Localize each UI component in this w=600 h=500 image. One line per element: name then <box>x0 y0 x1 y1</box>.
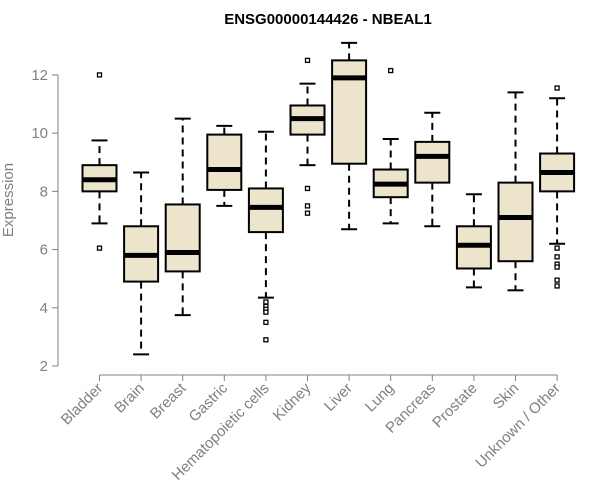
y-tick-label: 4 <box>40 300 48 317</box>
box-iqr <box>164 203 201 273</box>
outlier-point <box>263 309 269 315</box>
box-group <box>539 85 576 289</box>
outlier-point <box>388 67 394 74</box>
x-tick-label: Skin <box>490 380 523 413</box>
x-tick-label: Lung <box>362 380 398 416</box>
chart-title: ENSG00000144426 - NBEAL1 <box>224 11 432 28</box>
box-iqr <box>497 181 534 263</box>
outlier-point <box>554 85 560 91</box>
outlier-point <box>554 245 560 251</box>
box-group <box>247 130 284 343</box>
box-group <box>123 171 160 356</box>
y-axis-label: Expression <box>0 163 17 237</box>
x-tick-label: Kidney <box>270 379 315 424</box>
box-iqr <box>414 140 451 184</box>
x-tick-label: Prostate <box>429 380 481 432</box>
x-tick-label: Liver <box>321 380 356 415</box>
outlier-point <box>304 210 311 216</box>
box-group <box>331 41 368 231</box>
box-iqr <box>206 133 243 191</box>
box-group <box>372 67 409 225</box>
outlier-point <box>263 337 269 343</box>
box-group <box>497 91 534 292</box>
outlier-point <box>304 203 311 209</box>
box-group <box>81 72 118 251</box>
outlier-point <box>96 245 103 251</box>
outlier-point <box>304 57 311 64</box>
outlier-point <box>263 299 269 305</box>
y-tick-label: 6 <box>40 242 48 259</box>
outlier-point <box>263 319 269 325</box>
x-tick-label: Breast <box>147 379 190 422</box>
x-tick-label: Bladder <box>58 380 107 429</box>
outlier-point <box>554 283 560 289</box>
box-group <box>414 111 451 228</box>
box-group <box>164 117 201 317</box>
outlier-point <box>96 72 103 78</box>
y-tick-label: 10 <box>31 125 48 142</box>
outlier-point <box>554 277 560 283</box>
box-group <box>455 193 492 289</box>
box-group <box>206 124 243 207</box>
box-iqr <box>247 187 284 234</box>
outlier-point <box>304 185 311 192</box>
y-tick-label: 8 <box>40 183 48 200</box>
y-axis: 2 4 6 8 10 12 <box>31 67 59 375</box>
outlier-point <box>554 254 560 260</box>
box-group <box>289 57 326 216</box>
outlier-point <box>554 264 560 270</box>
y-tick-label: 2 <box>40 358 48 375</box>
box-series <box>81 41 576 356</box>
x-tick-label: Brain <box>111 380 148 417</box>
y-tick-label: 12 <box>31 67 48 84</box>
